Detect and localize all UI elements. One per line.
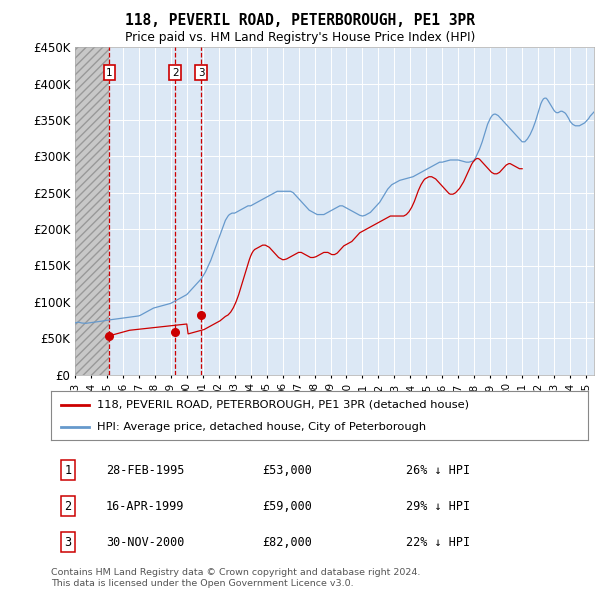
Text: Price paid vs. HM Land Registry's House Price Index (HPI): Price paid vs. HM Land Registry's House …: [125, 31, 475, 44]
Text: 1: 1: [65, 464, 72, 477]
Text: £59,000: £59,000: [262, 500, 312, 513]
Text: 26% ↓ HPI: 26% ↓ HPI: [406, 464, 470, 477]
Text: 1: 1: [106, 68, 113, 78]
Text: This data is licensed under the Open Government Licence v3.0.: This data is licensed under the Open Gov…: [51, 579, 353, 588]
Bar: [75, 47, 109, 375]
Text: Contains HM Land Registry data © Crown copyright and database right 2024.: Contains HM Land Registry data © Crown c…: [51, 568, 421, 576]
Text: 28-FEB-1995: 28-FEB-1995: [106, 464, 184, 477]
Text: 22% ↓ HPI: 22% ↓ HPI: [406, 536, 470, 549]
Text: £82,000: £82,000: [262, 536, 312, 549]
Text: £53,000: £53,000: [262, 464, 312, 477]
Text: 16-APR-1999: 16-APR-1999: [106, 500, 184, 513]
Text: HPI: Average price, detached house, City of Peterborough: HPI: Average price, detached house, City…: [97, 422, 426, 432]
Text: 118, PEVERIL ROAD, PETERBOROUGH, PE1 3PR: 118, PEVERIL ROAD, PETERBOROUGH, PE1 3PR: [125, 13, 475, 28]
Text: 29% ↓ HPI: 29% ↓ HPI: [406, 500, 470, 513]
Text: 30-NOV-2000: 30-NOV-2000: [106, 536, 184, 549]
Text: 3: 3: [65, 536, 72, 549]
Text: 2: 2: [65, 500, 72, 513]
Text: 118, PEVERIL ROAD, PETERBOROUGH, PE1 3PR (detached house): 118, PEVERIL ROAD, PETERBOROUGH, PE1 3PR…: [97, 399, 469, 409]
Text: 3: 3: [198, 68, 205, 78]
Text: 2: 2: [172, 68, 179, 78]
